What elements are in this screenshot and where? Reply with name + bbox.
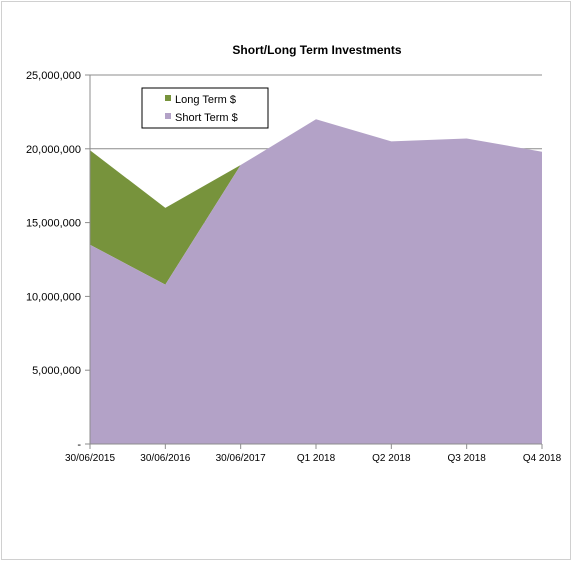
x-tick-label: 30/06/2017 — [216, 453, 266, 464]
y-tick-label: 10,000,000 — [26, 291, 81, 303]
legend-swatch — [165, 95, 171, 101]
y-tick-label: 20,000,000 — [26, 144, 81, 156]
legend-label: Short Term $ — [175, 112, 238, 124]
legend-label: Long Term $ — [175, 94, 236, 106]
legend: Long Term $ Short Term $ — [141, 87, 269, 129]
series-area-long-term — [90, 119, 542, 285]
y-tick-label: 25,000,000 — [26, 70, 81, 82]
x-tick-label: Q4 2018 — [523, 453, 562, 464]
x-tick-label: Q2 2018 — [372, 453, 411, 464]
series-area-short-term — [90, 119, 542, 444]
x-tick-label: Q1 2018 — [297, 453, 336, 464]
y-tick-label: 5,000,000 — [32, 365, 81, 377]
y-tick-label: - — [77, 439, 81, 451]
axes: - 5,000,000 10,000,000 15,000,000 20,000,000… — [26, 70, 562, 464]
chart-title: Short/Long Term Investments — [232, 43, 401, 57]
x-tick-label: 30/06/2015 — [65, 453, 115, 464]
y-tick-label: 15,000,000 — [26, 218, 81, 230]
x-tick-label: 30/06/2016 — [140, 453, 190, 464]
legend-box — [141, 87, 269, 129]
legend-swatch — [165, 113, 171, 119]
x-tick-label: Q3 2018 — [447, 453, 486, 464]
plot-areas — [90, 119, 542, 444]
